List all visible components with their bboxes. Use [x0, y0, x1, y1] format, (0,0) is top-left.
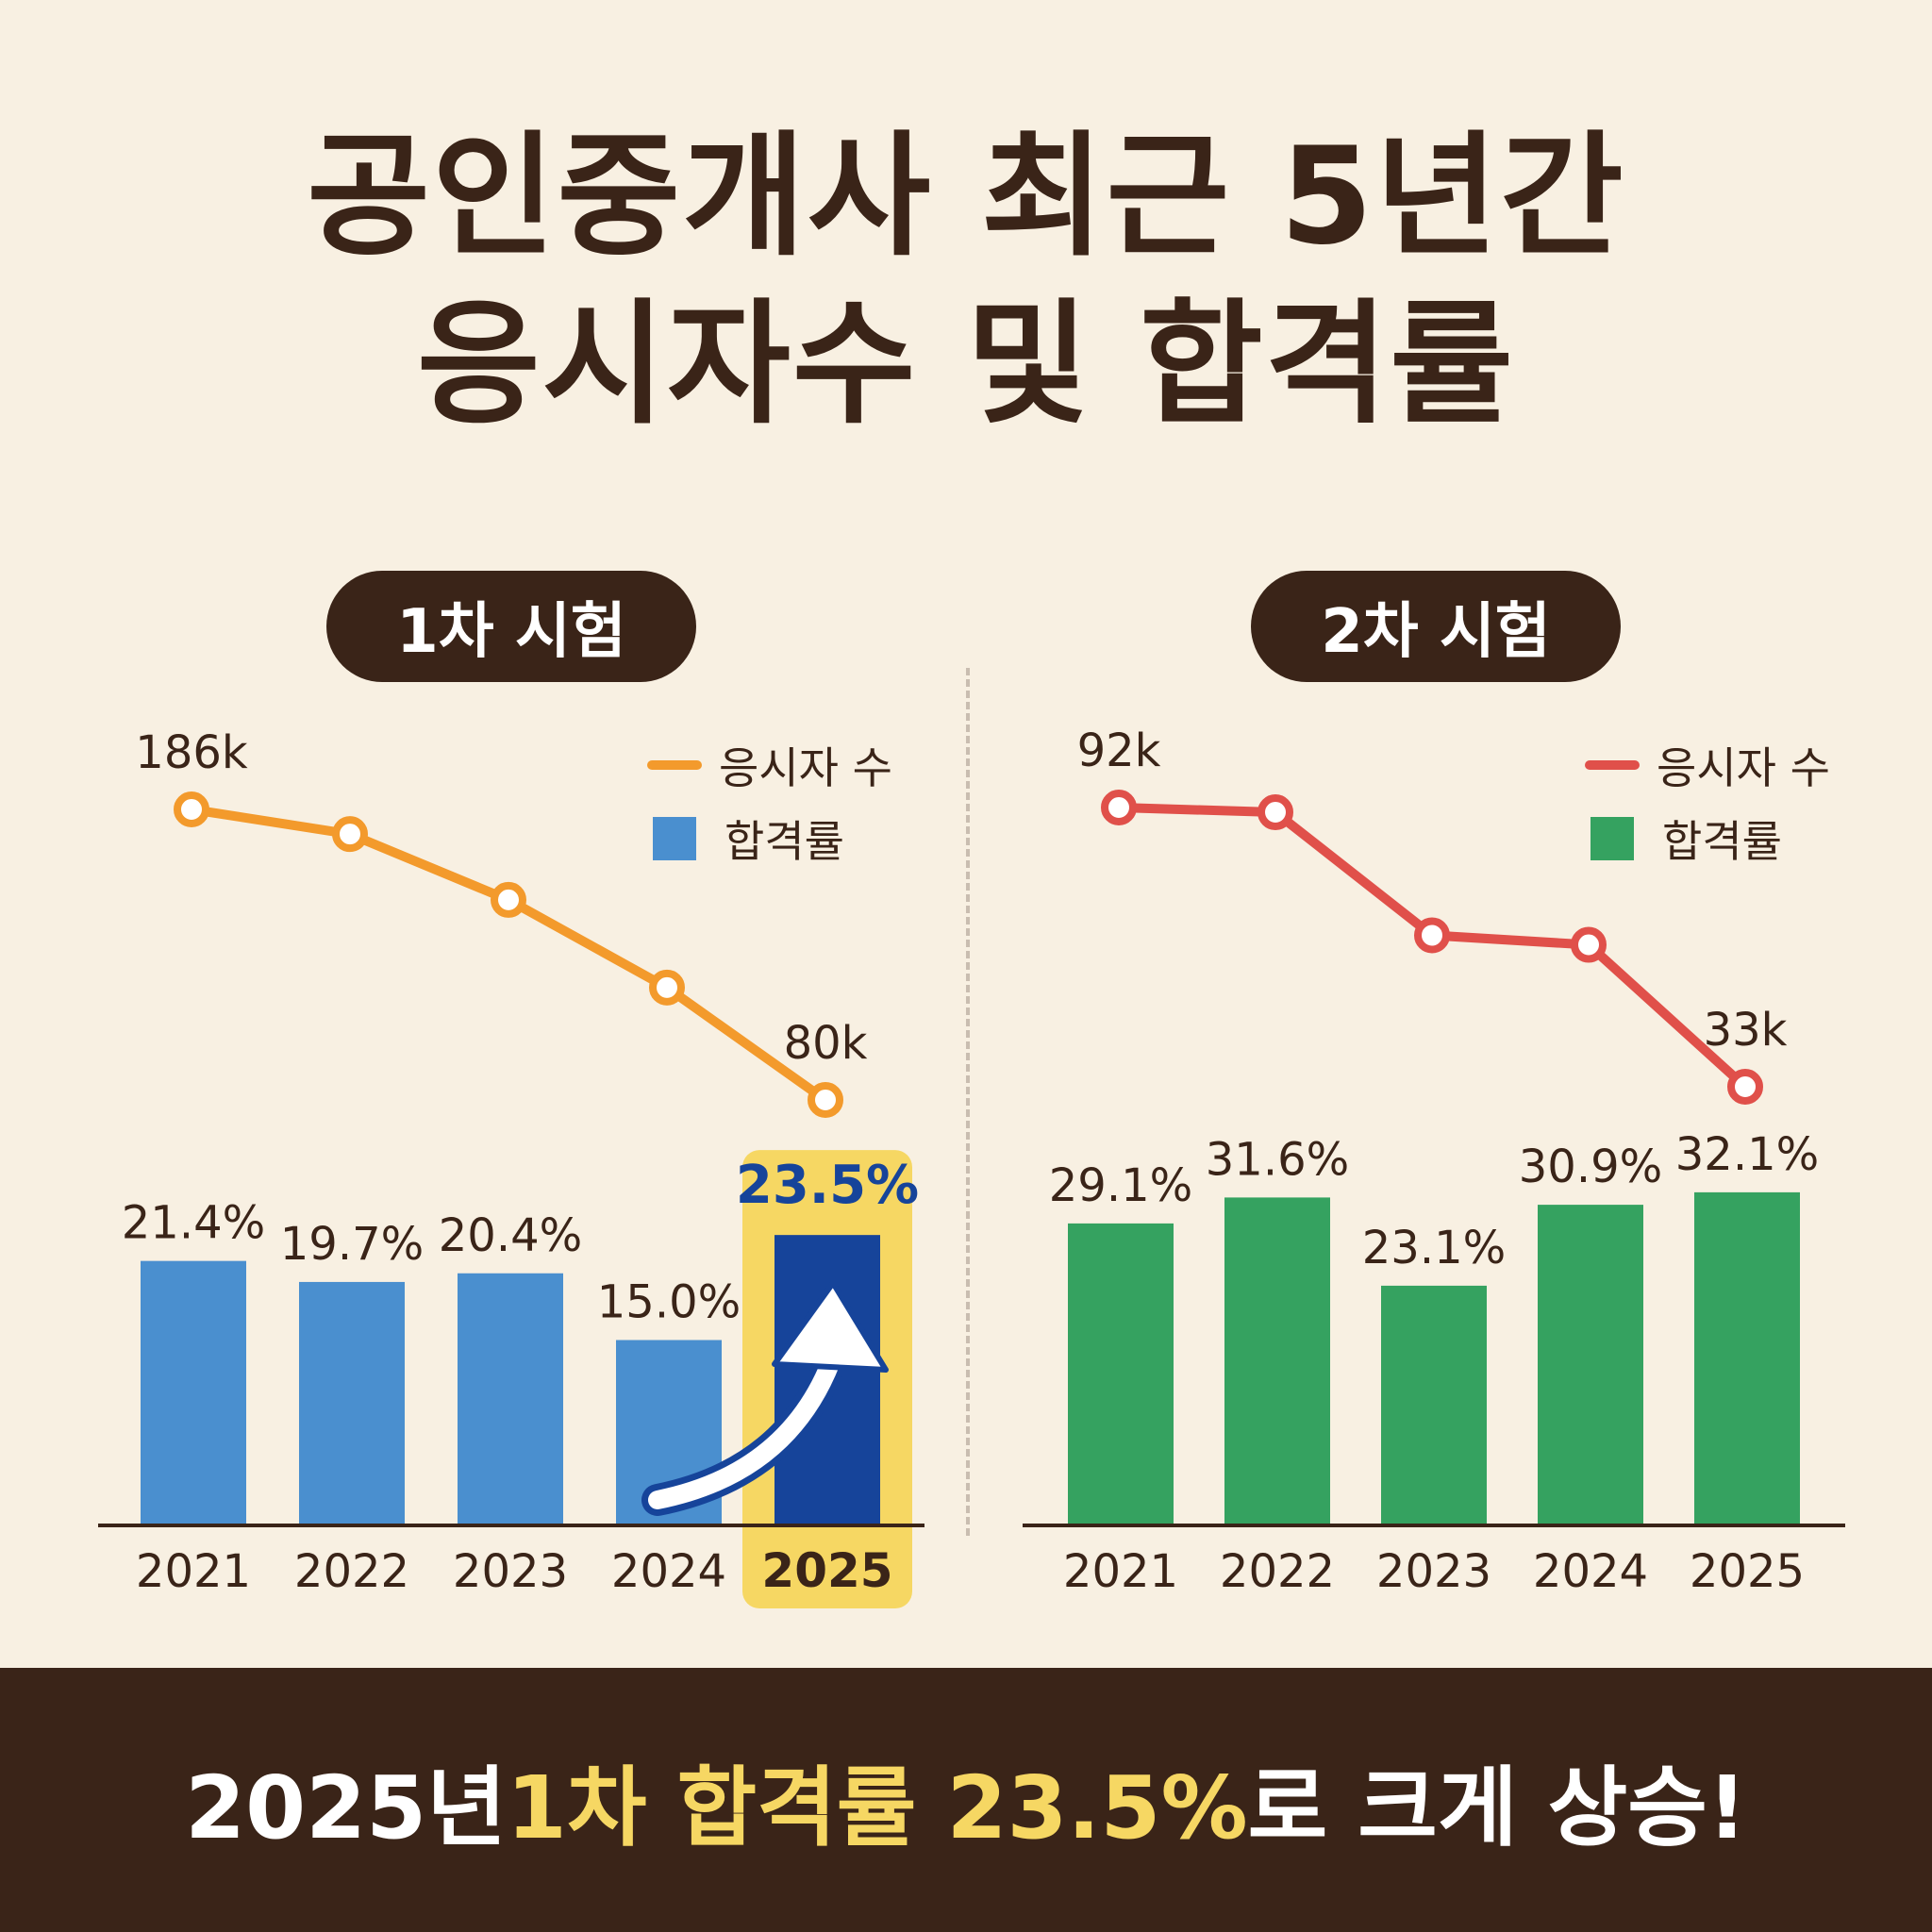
first-exam-legend: 응시자 수 합격률 — [647, 728, 930, 875]
second-exam-chart: 29.1% 31.6%23.1%30.9% 32.1% 2021 2022 2023 202… — [1023, 724, 1845, 1598]
legend-item-pass-rate: 합격률 — [1585, 802, 1868, 875]
bar-swatch-icon — [653, 817, 696, 860]
bar-value-label: 23.5% — [736, 1155, 919, 1216]
line-point — [1727, 1069, 1763, 1105]
bar-value-label: 15.0% — [597, 1276, 741, 1329]
summary-banner: 2025년 1차 합격률 23.5% 로 크게 상승! — [0, 1668, 1932, 1932]
line-point — [1257, 794, 1293, 831]
x-tick-label: 2024 — [1533, 1545, 1648, 1598]
bar-value-label: 29.1% — [1049, 1159, 1192, 1212]
x-tick-label: 2021 — [1063, 1545, 1178, 1598]
bar — [299, 1281, 405, 1525]
bar — [458, 1273, 563, 1525]
second-exam-label: 2차 시험 — [1251, 571, 1621, 682]
bar — [1538, 1205, 1643, 1525]
line-swatch-icon — [647, 760, 702, 770]
up-arrow-icon — [648, 1330, 848, 1509]
line-point-label: 92k — [1077, 724, 1161, 777]
legend-item-applicants: 응시자 수 — [1585, 728, 1868, 802]
bar — [141, 1260, 246, 1525]
bar-value-label: 23.1% — [1362, 1222, 1506, 1274]
x-tick-label: 2024 — [611, 1545, 726, 1598]
x-tick-label: 2023 — [1376, 1545, 1491, 1598]
line-point-label: 80k — [784, 1017, 868, 1070]
x-tick-label: 2023 — [453, 1545, 568, 1598]
x-tick-label: 2025 — [761, 1543, 892, 1598]
bar-value-label: 30.9% — [1519, 1141, 1662, 1193]
bar-value-label: 32.1% — [1675, 1128, 1819, 1181]
legend-item-pass-rate: 합격률 — [647, 802, 930, 875]
line-point — [808, 1082, 843, 1118]
legend-item-applicants: 응시자 수 — [647, 728, 930, 802]
bar-swatch-icon — [1591, 817, 1634, 860]
legend-label: 응시자 수 — [1657, 742, 1830, 793]
bar — [1224, 1197, 1330, 1525]
line-point — [649, 969, 685, 1006]
first-exam-label: 1차 시험 — [326, 571, 696, 682]
bar — [1381, 1285, 1487, 1525]
line-point-label: 33k — [1704, 1004, 1788, 1057]
bar — [1694, 1191, 1800, 1525]
x-tick-label: 2022 — [1220, 1545, 1335, 1598]
legend-label: 응시자 수 — [719, 742, 892, 793]
x-tick-label: 2021 — [136, 1545, 251, 1598]
line-point — [332, 816, 368, 853]
bar — [1068, 1223, 1174, 1525]
title-line-2: 응시자수 및 합격률 — [417, 287, 1515, 442]
second-exam-legend: 응시자 수 합격률 — [1585, 728, 1868, 875]
bar-value-label: 21.4% — [122, 1197, 265, 1250]
line-point — [1414, 917, 1450, 954]
banner-text-highlight: 1차 합격률 23.5% — [506, 1757, 1248, 1858]
bar-value-label: 20.4% — [439, 1209, 582, 1262]
line-point-label: 186k — [135, 726, 248, 779]
banner-text-lead: 2025년 — [185, 1757, 507, 1858]
banner-text-tail: 로 크게 상승! — [1247, 1757, 1747, 1858]
legend-label: 합격률 — [1662, 816, 1782, 867]
panel-divider — [966, 668, 970, 1536]
line-swatch-icon — [1585, 760, 1640, 770]
first-exam-chart: 21.4% 19.7% 20.4% 15.0% 23.5% 2021 2022 2023 202… — [98, 726, 924, 1608]
line-point — [491, 881, 526, 918]
line-point — [1101, 790, 1137, 825]
bar-value-label: 31.6% — [1206, 1133, 1349, 1186]
page-title: 공인중개사 최근 5년간 응시자수 및 합격률 — [0, 113, 1932, 449]
bar-value-label: 19.7% — [280, 1218, 424, 1271]
x-tick-label: 2022 — [294, 1545, 409, 1598]
line-point — [1571, 926, 1607, 963]
up-arrow-head-icon — [772, 1280, 889, 1373]
legend-label: 합격률 — [724, 816, 844, 867]
x-tick-label: 2025 — [1690, 1545, 1805, 1598]
title-line-1: 공인중개사 최근 5년간 — [307, 119, 1625, 275]
line-point — [174, 791, 209, 827]
